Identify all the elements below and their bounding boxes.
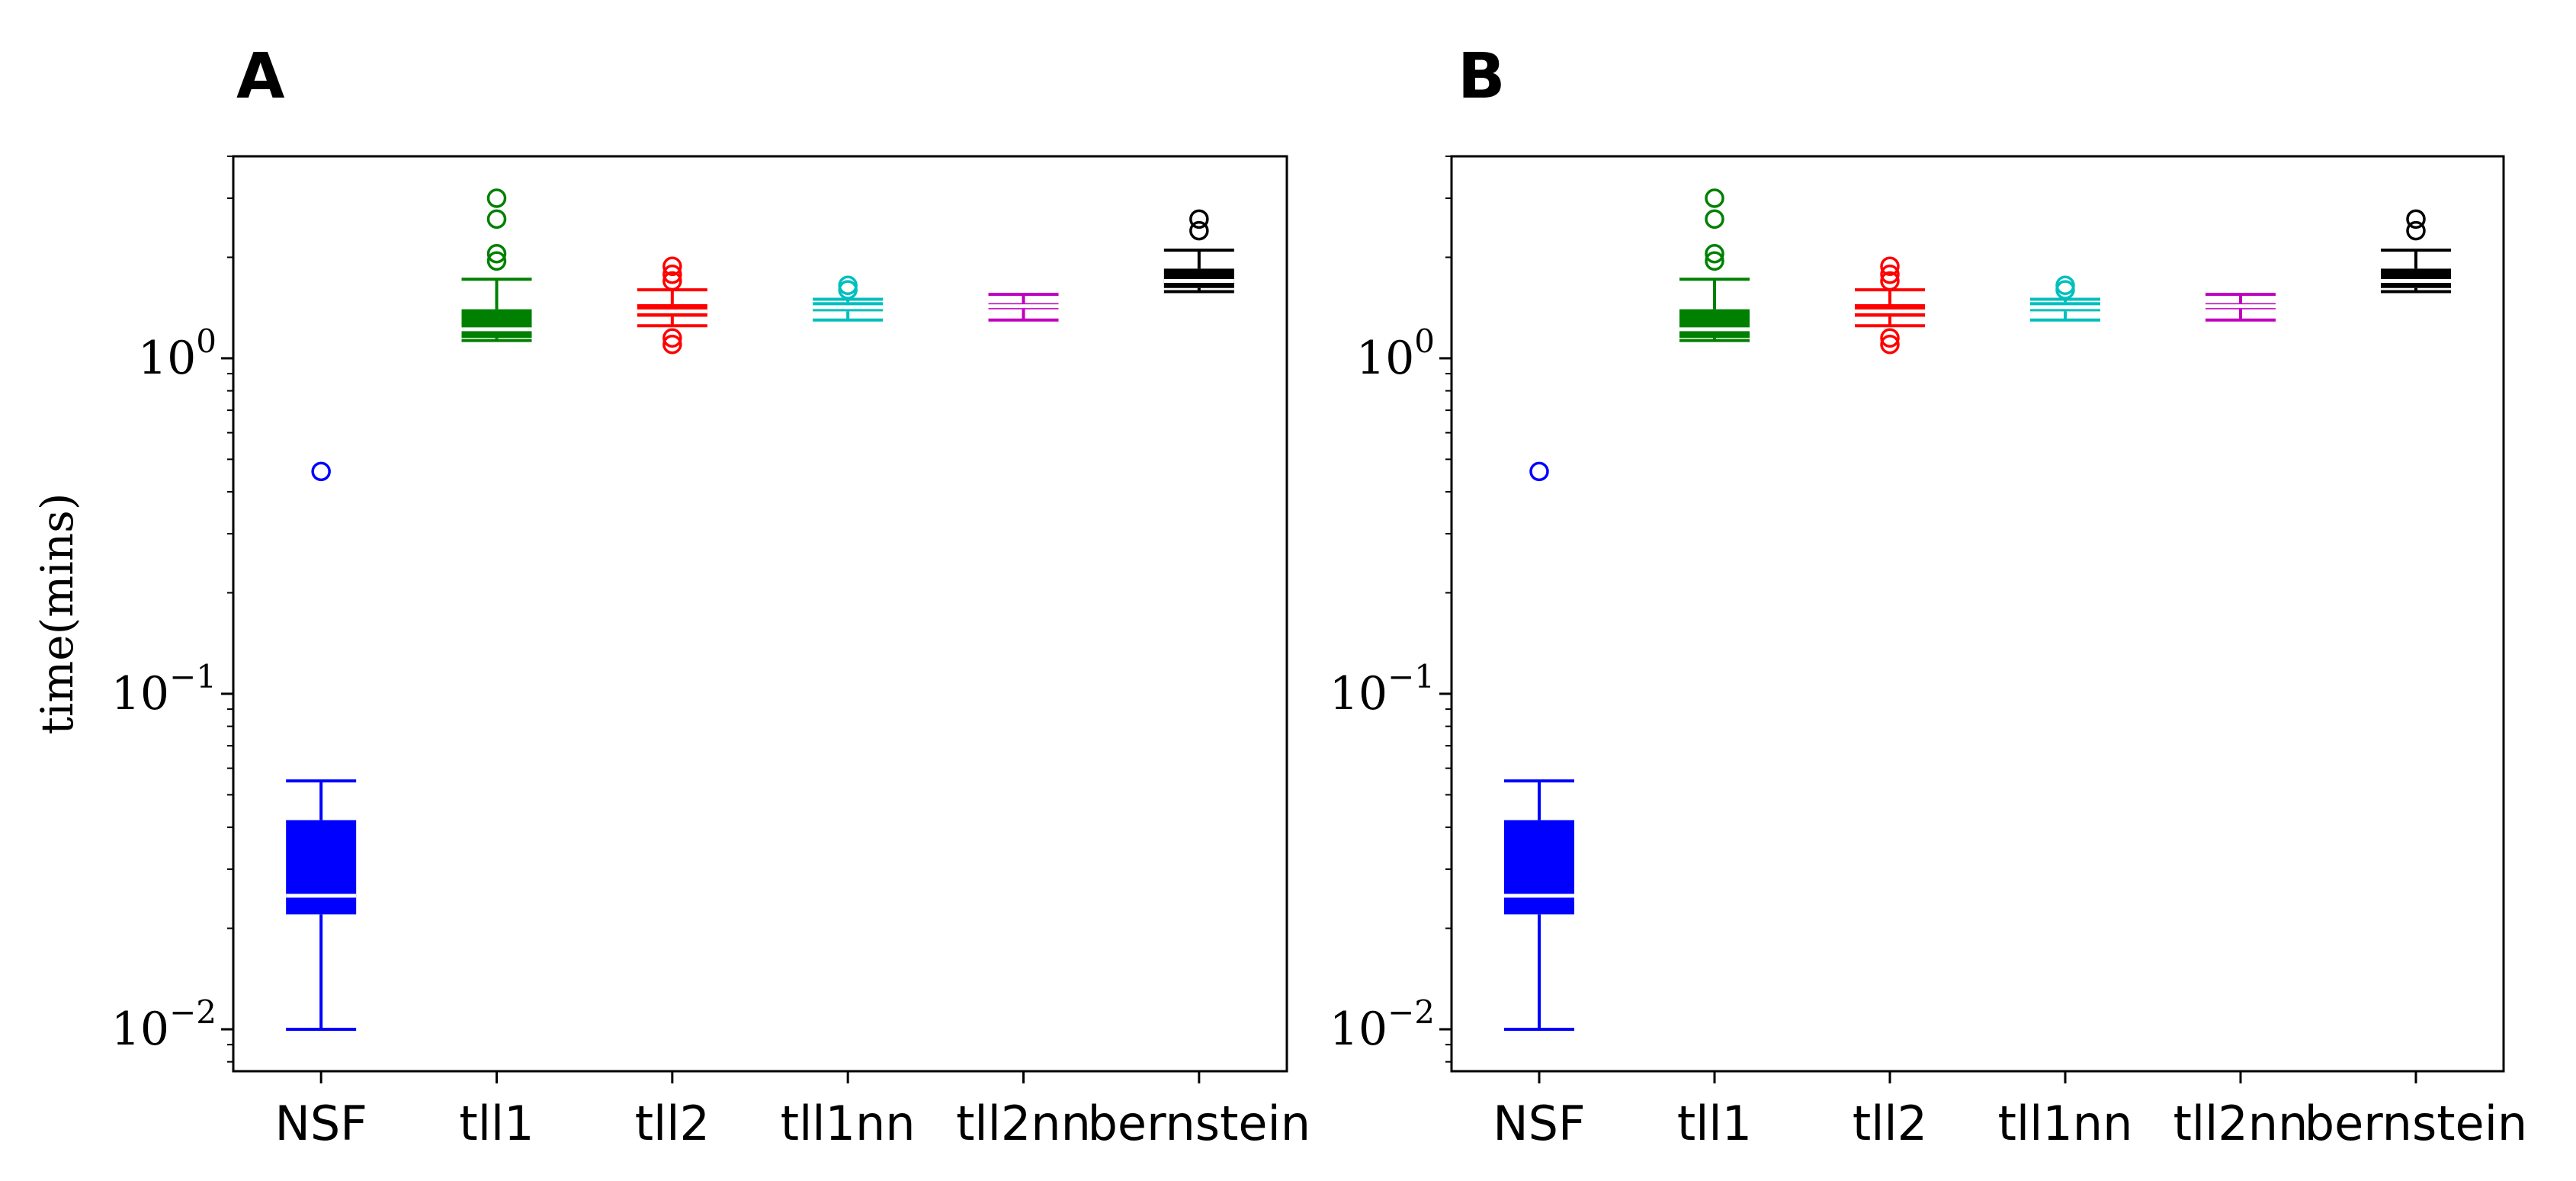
flier-point bbox=[1705, 251, 1724, 271]
flier-point bbox=[1705, 209, 1724, 229]
box-tll2 bbox=[637, 256, 707, 355]
y-tick-label: 10−1 bbox=[1330, 658, 1435, 720]
y-tick-base: 10 bbox=[111, 1003, 169, 1056]
x-tick-label: bernstein bbox=[1088, 1096, 1310, 1151]
box-body bbox=[461, 309, 532, 339]
flier-point bbox=[1705, 188, 1724, 208]
y-tick-base: 10 bbox=[1330, 667, 1387, 720]
y-tick-label: 100 bbox=[138, 323, 217, 385]
panel-label: B bbox=[1458, 40, 1506, 113]
flier-point bbox=[1189, 220, 1209, 241]
flier-point bbox=[662, 264, 682, 284]
flier-point bbox=[1880, 256, 1900, 277]
flier-point bbox=[311, 461, 331, 482]
y-tick-exponent: −1 bbox=[169, 658, 217, 695]
panel-label: A bbox=[236, 40, 285, 113]
x-tick-label: NSF bbox=[1493, 1096, 1585, 1151]
flier-point bbox=[486, 251, 507, 271]
y-tick-label: 10−2 bbox=[111, 993, 217, 1056]
y-tick-exponent: −1 bbox=[1387, 658, 1435, 695]
flier-point bbox=[2055, 275, 2075, 295]
flier-point bbox=[1705, 243, 1724, 264]
box-body bbox=[1504, 820, 1574, 915]
box-body bbox=[1163, 268, 1234, 288]
flier-point bbox=[2406, 209, 2426, 229]
plot-frame bbox=[232, 155, 1288, 1073]
box-body bbox=[1679, 309, 1750, 339]
box-body bbox=[286, 820, 357, 915]
y-tick-base: 10 bbox=[111, 667, 169, 720]
flier-point bbox=[838, 275, 858, 295]
flier-point bbox=[662, 334, 682, 355]
box-tll1nn bbox=[2030, 275, 2100, 322]
x-tick-label: tll1 bbox=[1677, 1096, 1752, 1151]
y-axis-label: time(mins) bbox=[31, 493, 83, 734]
y-tick-label: 100 bbox=[1356, 323, 1435, 385]
x-tick-label: tll1 bbox=[459, 1096, 534, 1151]
box-tll2nn bbox=[2205, 293, 2276, 322]
flier-point bbox=[1880, 271, 1900, 291]
box-tll2nn bbox=[988, 293, 1059, 322]
box-bernstein bbox=[1163, 209, 1234, 294]
y-tick-exponent: −2 bbox=[169, 993, 217, 1031]
x-tick-label: tll2 bbox=[635, 1096, 710, 1151]
y-tick-exponent: 0 bbox=[196, 323, 217, 360]
flier-point bbox=[1529, 461, 1549, 482]
flier-point bbox=[486, 188, 507, 208]
flier-point bbox=[662, 256, 682, 277]
x-tick-label: tll2nn bbox=[2173, 1096, 2308, 1151]
flier-point bbox=[486, 209, 507, 229]
box-NSF bbox=[1504, 461, 1574, 1032]
y-tick-label: 10−2 bbox=[1330, 993, 1435, 1056]
flier-point bbox=[486, 243, 507, 264]
x-tick-label: NSF bbox=[274, 1096, 367, 1151]
flier-point bbox=[1880, 328, 1900, 348]
box-tll1 bbox=[461, 188, 532, 342]
box-body bbox=[2381, 268, 2451, 288]
plot-frame bbox=[1450, 155, 2505, 1073]
box-tll2 bbox=[1855, 256, 1925, 355]
y-tick-exponent: 0 bbox=[1414, 323, 1435, 360]
x-tick-label: tll1nn bbox=[1998, 1096, 2133, 1151]
x-tick-label: bernstein bbox=[2305, 1096, 2527, 1151]
box-bernstein bbox=[2381, 209, 2451, 294]
x-tick-label: tll2 bbox=[1853, 1096, 1927, 1151]
x-tick-label: tll2nn bbox=[956, 1096, 1091, 1151]
y-tick-base: 10 bbox=[138, 332, 196, 385]
flier-point bbox=[662, 271, 682, 291]
y-tick-base: 10 bbox=[1330, 1003, 1387, 1056]
y-tick-base: 10 bbox=[1356, 332, 1414, 385]
y-tick-exponent: −2 bbox=[1387, 993, 1435, 1031]
flier-point bbox=[2406, 220, 2426, 241]
flier-point bbox=[1189, 209, 1209, 229]
box-NSF bbox=[286, 461, 357, 1032]
x-tick-label: tll1nn bbox=[781, 1096, 916, 1151]
flier-point bbox=[1880, 334, 1900, 355]
box-tll1nn bbox=[813, 275, 884, 322]
flier-point bbox=[662, 328, 682, 348]
y-tick-label: 10−1 bbox=[111, 658, 217, 720]
box-tll1 bbox=[1679, 188, 1750, 342]
flier-point bbox=[1880, 264, 1900, 284]
